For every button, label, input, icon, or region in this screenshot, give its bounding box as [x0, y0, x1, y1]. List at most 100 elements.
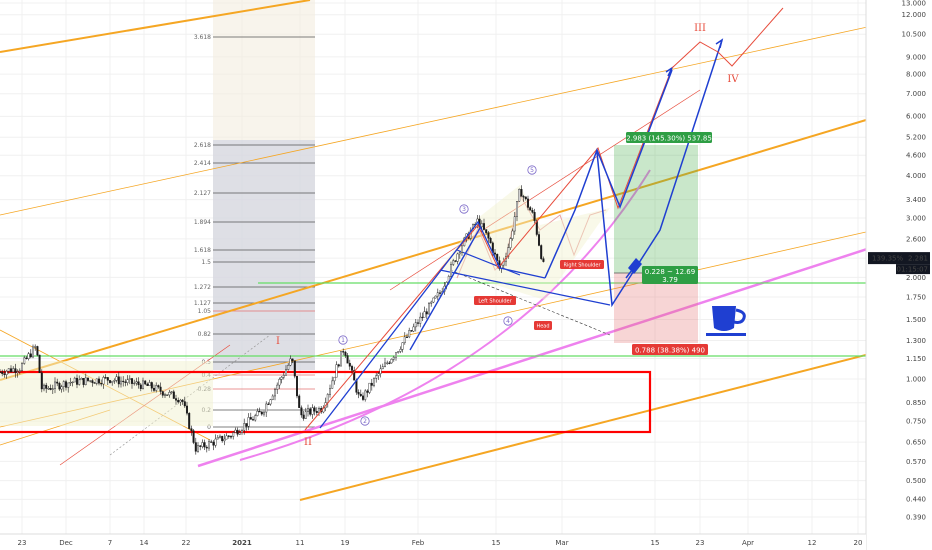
candle — [122, 380, 125, 383]
candle — [100, 383, 103, 385]
candle — [375, 375, 378, 379]
candle — [271, 395, 274, 400]
candle — [159, 386, 162, 392]
candle — [513, 216, 516, 232]
candle — [25, 357, 28, 359]
candle — [75, 377, 78, 385]
candle — [64, 381, 67, 388]
entry-label: 0.228 ~ 12.69 — [645, 268, 695, 276]
candle — [23, 357, 26, 364]
candle — [452, 260, 455, 265]
candle — [67, 382, 70, 388]
candle — [218, 435, 221, 438]
coffee-handle — [733, 308, 746, 324]
target-label: 2.983 (145.30%) 537.85 — [626, 135, 712, 143]
price-tick-label: 8.000 — [906, 71, 926, 79]
accumulation-fill — [0, 361, 213, 426]
wave-label-minor: 2 — [363, 418, 367, 425]
current-price-badge — [868, 252, 930, 265]
fib-level-label: 2.414 — [194, 160, 211, 167]
pattern-label: Head — [536, 323, 549, 329]
fib-level-label: 0.82 — [198, 331, 212, 338]
price-tick-label: 10.500 — [902, 31, 927, 39]
candle — [62, 381, 65, 387]
candle — [406, 336, 409, 338]
wave-label-minor: 1 — [341, 337, 345, 344]
time-tick-label: 7 — [108, 539, 112, 547]
candle — [540, 245, 543, 259]
fib-level-label: 0 — [207, 424, 211, 431]
price-axis-bg — [866, 0, 932, 550]
candle — [111, 380, 114, 383]
wave-circle — [503, 316, 513, 326]
candle — [234, 429, 237, 433]
current-price-value: 2.281 — [908, 255, 928, 263]
candle — [36, 346, 39, 356]
candle — [82, 378, 85, 385]
candle — [428, 303, 431, 315]
candle — [38, 354, 41, 373]
wave-circle — [338, 335, 348, 345]
wave-label-minor: 4 — [506, 318, 510, 325]
candle — [141, 380, 144, 389]
candle — [287, 365, 290, 370]
pattern-label: Left Shoulder — [478, 298, 512, 304]
candle — [155, 385, 158, 391]
price-tick-label: 3.000 — [906, 214, 926, 222]
candle — [423, 311, 426, 318]
candle — [538, 234, 541, 246]
candle — [392, 356, 395, 360]
wave-circle — [459, 204, 469, 214]
candle — [282, 374, 285, 378]
candle — [9, 368, 12, 373]
price-tick-label: 0.500 — [906, 477, 926, 485]
candle — [150, 382, 153, 389]
candle — [135, 381, 138, 384]
candle — [214, 438, 217, 446]
candle — [194, 442, 197, 452]
current-price-percent: 139.35% — [872, 255, 903, 263]
price-tick-label: 2.600 — [906, 235, 926, 243]
pattern-label-bg — [534, 321, 552, 330]
time-tick-label: 11 — [296, 539, 305, 547]
pattern-outline — [456, 193, 607, 279]
candle — [34, 346, 37, 348]
price-tick-label: 1.000 — [906, 375, 926, 383]
candle — [27, 353, 30, 359]
candle — [73, 377, 76, 383]
candle — [373, 378, 376, 386]
price-tick-label: 6.000 — [906, 113, 926, 121]
price-tick-label: 0.850 — [906, 399, 926, 407]
fib-level-label: 1.127 — [194, 300, 211, 307]
candle — [16, 371, 19, 373]
time-tick-label: 23 — [18, 539, 27, 547]
price-tick-label: 4.600 — [906, 152, 926, 160]
candle — [29, 353, 32, 358]
candle — [247, 417, 250, 427]
candle — [238, 432, 241, 435]
candle — [348, 362, 351, 367]
red-target-path — [671, 7, 784, 69]
candle — [148, 382, 151, 386]
candle — [58, 383, 61, 390]
candle — [381, 366, 384, 370]
candle — [251, 419, 254, 421]
candle — [370, 382, 373, 386]
time-tick-label: 15 — [651, 539, 660, 547]
fib-level-label: 3.618 — [194, 34, 211, 41]
candle — [533, 212, 536, 221]
candle — [97, 378, 100, 384]
candle — [161, 391, 164, 396]
wave-label-roman: IV — [727, 74, 739, 85]
candle — [333, 376, 336, 382]
pattern-label-bg — [474, 296, 516, 305]
candle — [529, 207, 532, 211]
candle — [205, 446, 208, 449]
candle — [69, 382, 72, 384]
blue-impulse-line — [409, 227, 481, 351]
coffee-saucer — [706, 333, 746, 336]
candle — [256, 411, 259, 416]
candle — [388, 362, 391, 364]
candle — [196, 445, 199, 452]
